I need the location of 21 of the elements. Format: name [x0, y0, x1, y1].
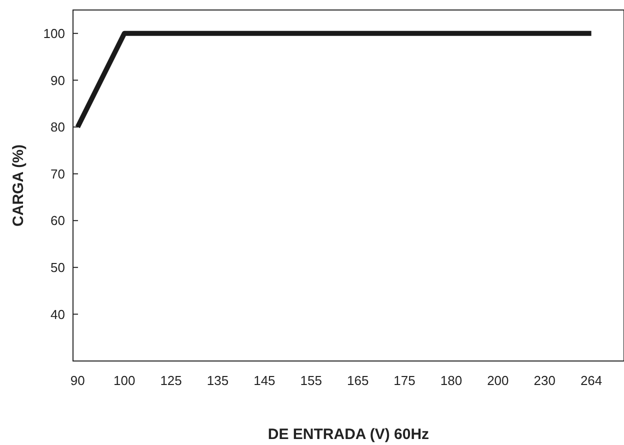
x-tick-label: 165 — [346, 373, 369, 388]
x-tick-label: 200 — [487, 373, 509, 388]
x-tick-label: 90 — [70, 373, 85, 388]
y-axis-title: CARGA (%) — [10, 144, 27, 226]
y-tick-label: 50 — [50, 260, 65, 275]
y-tick-label: 80 — [50, 120, 65, 135]
y-tick-label: 90 — [50, 72, 65, 88]
x-tick-label: 230 — [534, 373, 556, 388]
y-tick-label: 70 — [50, 166, 65, 182]
x-tick-label: 100 — [114, 373, 136, 388]
x-tick-label: 145 — [254, 373, 276, 388]
x-tick-label: 175 — [394, 373, 416, 388]
x-tick-label: 264 — [580, 373, 602, 388]
x-tick-label: 155 — [300, 373, 322, 388]
y-tick-label: 40 — [50, 306, 65, 322]
x-tick-label: 135 — [206, 373, 229, 388]
x-axis-title: DE ENTRADA (V) 60Hz — [268, 426, 430, 443]
x-tick-label: 125 — [160, 373, 182, 388]
x-tick-label: 180 — [440, 373, 462, 388]
y-tick-label: 60 — [50, 213, 65, 228]
y-tick-label: 100 — [43, 26, 65, 41]
